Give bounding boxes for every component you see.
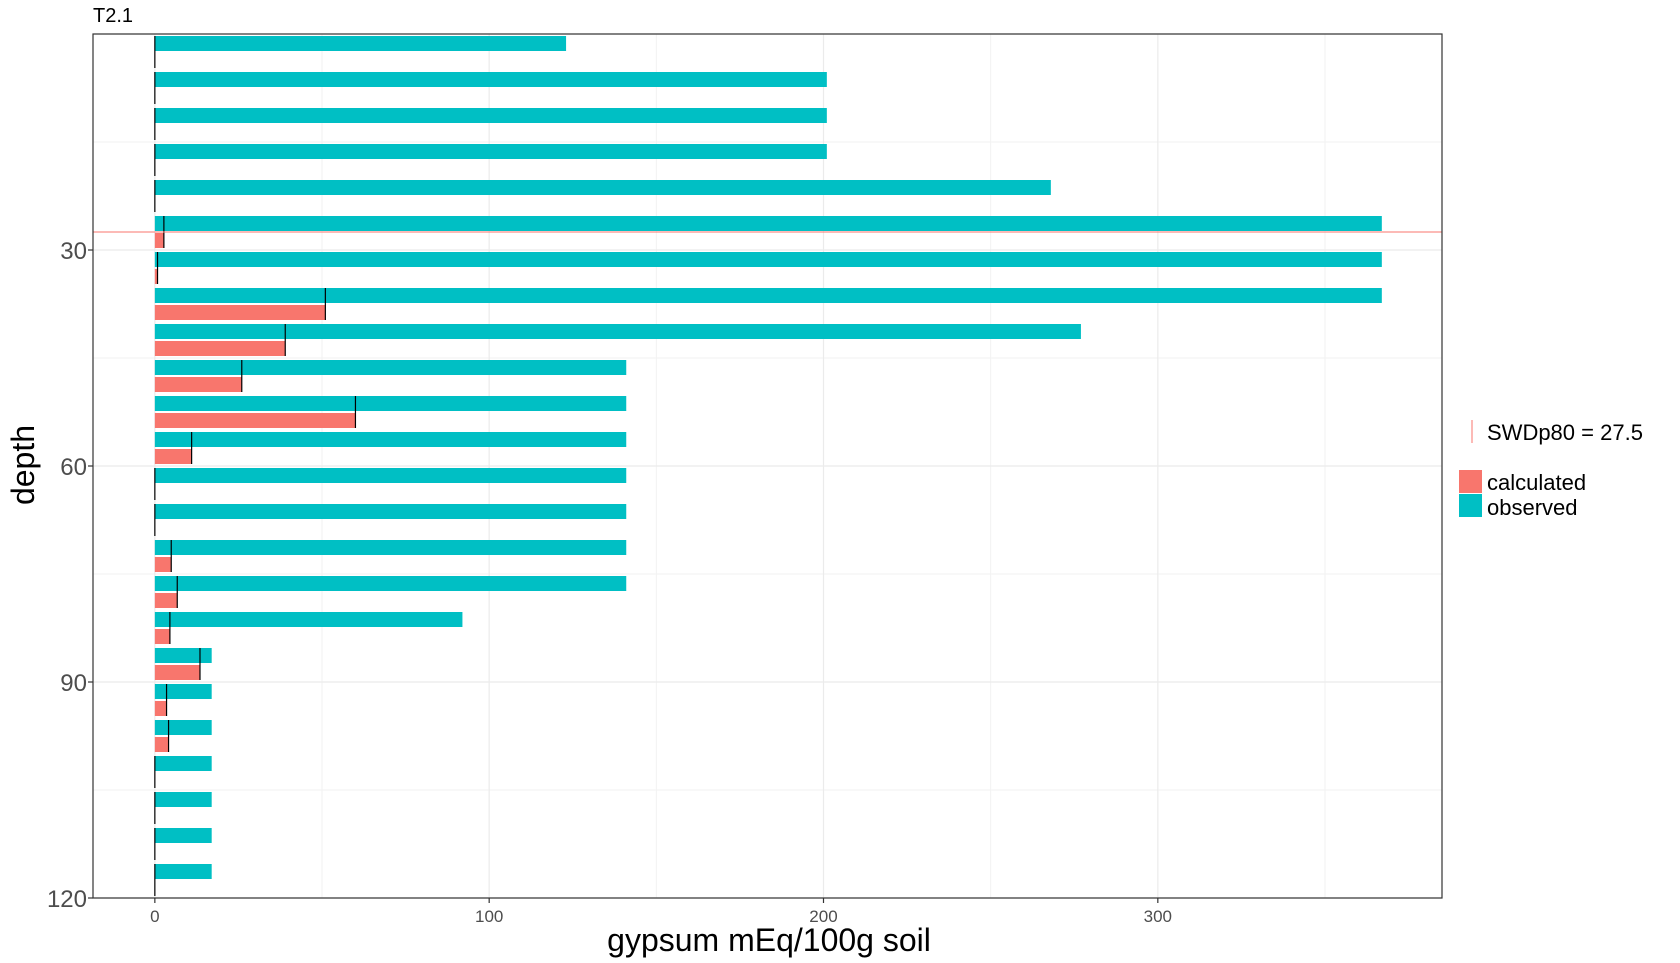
bar-observed	[154, 828, 212, 843]
bar-observed	[154, 648, 212, 663]
bar-calculated	[154, 629, 170, 644]
bar-observed	[154, 792, 212, 807]
x-tick-label: 0	[150, 907, 159, 926]
bar-observed	[154, 540, 627, 555]
bar-observed	[154, 864, 212, 879]
bar-observed	[154, 684, 212, 699]
bar-observed	[154, 612, 463, 627]
x-tick-label: 200	[809, 907, 837, 926]
bar-calculated	[154, 557, 172, 572]
grid-lines	[93, 33, 1442, 899]
x-tick-label: 300	[1144, 907, 1172, 926]
axes: 0 100 200 300 30 60 90 120	[47, 238, 1172, 926]
bar-calculated	[154, 665, 200, 680]
bars	[154, 36, 1382, 896]
bar-observed	[154, 756, 212, 771]
bar-observed	[154, 108, 827, 123]
legend: SWDp80 = 27.5 calculated observed	[1459, 420, 1643, 520]
legend-key-observed	[1459, 494, 1482, 517]
legend-label-observed: observed	[1487, 495, 1578, 520]
panel-title: T2.1	[93, 5, 133, 27]
bar-observed	[154, 252, 1382, 267]
y-axis-title: depth	[5, 425, 41, 505]
bar-observed	[154, 144, 827, 159]
legend-key-calculated	[1459, 470, 1482, 493]
bar-calculated	[154, 737, 169, 752]
bar-observed	[154, 36, 567, 51]
x-axis-title: gypsum mEq/100g soil	[607, 922, 931, 958]
bar-calculated	[154, 305, 326, 320]
bar-observed	[154, 216, 1382, 231]
bar-calculated	[154, 413, 356, 428]
bar-calculated	[154, 233, 164, 248]
bar-calculated	[154, 269, 158, 284]
bar-observed	[154, 468, 627, 483]
bar-calculated	[154, 593, 178, 608]
bar-observed	[154, 396, 627, 411]
bar-calculated	[154, 377, 242, 392]
bar-calculated	[154, 701, 167, 716]
bar-observed	[154, 720, 212, 735]
legend-label-calculated: calculated	[1487, 470, 1586, 495]
bar-observed	[154, 72, 827, 87]
bar-observed	[154, 180, 1051, 195]
legend-reference-label: SWDp80 = 27.5	[1487, 420, 1643, 445]
y-tick-label: 30	[60, 238, 87, 265]
bar-observed	[154, 432, 627, 447]
bar-calculated	[154, 449, 192, 464]
bar-observed	[154, 504, 627, 519]
bar-observed	[154, 288, 1382, 303]
bar-observed	[154, 360, 627, 375]
y-tick-label: 60	[60, 454, 87, 481]
y-tick-label: 120	[47, 886, 87, 913]
y-tick-label: 90	[60, 670, 87, 697]
bar-observed	[154, 324, 1081, 339]
bar-observed	[154, 576, 627, 591]
x-tick-label: 100	[475, 907, 503, 926]
bar-calculated	[154, 341, 286, 356]
